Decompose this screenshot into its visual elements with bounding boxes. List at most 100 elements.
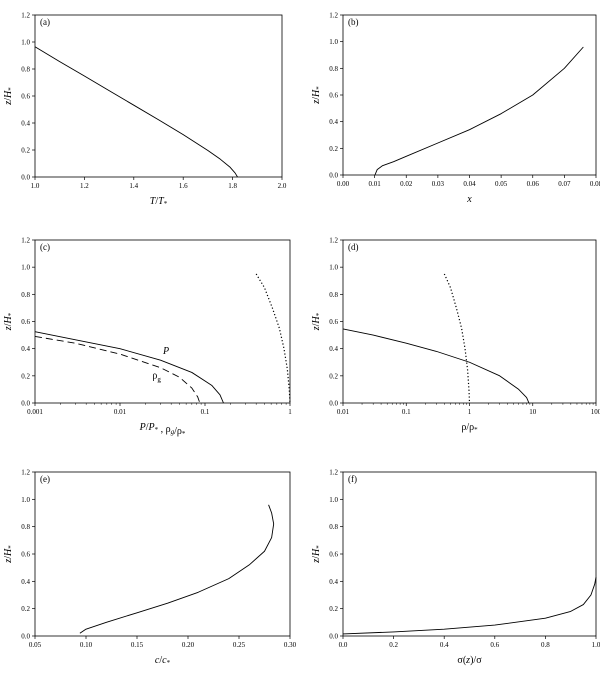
chart-panel-f: 0.0 0.2 0.4 0.6 0.8 1.0 0.0 0.2 0.4 0.6 0.8 1.0 1.2 (… <box>311 469 600 667</box>
x-tick-label: 0.01 <box>337 408 350 416</box>
y-tick-label: 1.2 <box>21 12 30 20</box>
y-tick-label: 0.8 <box>21 523 30 531</box>
series-line-g <box>34 335 201 404</box>
x-tick-label: 0.07 <box>558 180 571 188</box>
y-tick-label: 0.0 <box>329 172 338 180</box>
x-axis-label: x <box>466 194 472 205</box>
x-tick-label: 0.02 <box>400 180 413 188</box>
x-tick-label: 0.6 <box>490 641 499 649</box>
chart-panel-e: 0.05 0.10 0.15 0.20 0.25 0.30 0.0 0.2 0.4 0.6 0.8 1… <box>3 469 297 668</box>
y-tick-label: 0.6 <box>329 92 338 100</box>
y-tick-label: 0.4 <box>21 578 30 586</box>
y-tick-label: 1.0 <box>329 38 338 46</box>
y-axis-label-group: z/H* <box>311 312 323 331</box>
y-axis-label: z/H* <box>3 545 15 564</box>
x-tick-label: 1 <box>288 408 292 416</box>
chart-panel-c: 0.001 0.01 0.1 1 0.0 0.2 0.4 0.6 0.8 1.0 1.2 (c) P/P… <box>3 237 292 439</box>
x-tick-label: 0.15 <box>131 641 144 649</box>
x-axis-label: c/c* <box>155 655 171 667</box>
series-line-P <box>34 331 224 404</box>
y-tick-label: 0.8 <box>21 66 30 74</box>
x-tick-label: 0.8 <box>541 641 550 649</box>
plot-frame <box>34 471 291 637</box>
y-tick-label: 1.2 <box>21 237 30 245</box>
y-tick-label: 0.2 <box>329 145 338 153</box>
y-tick-label: 0.4 <box>21 345 30 353</box>
series-line-solid <box>374 46 584 176</box>
panel-label: (c) <box>40 242 50 252</box>
x-tick-label: 0.06 <box>527 180 540 188</box>
x-tick-label: 1.0 <box>592 641 600 649</box>
x-tick-label: 1.2 <box>80 182 89 190</box>
y-axis-label: z/H* <box>311 545 323 564</box>
x-tick-label: 0.01 <box>369 180 382 188</box>
x-tick-label: 0.20 <box>182 641 195 649</box>
y-tick-label: 0.0 <box>329 400 338 408</box>
x-tick-label: 0.1 <box>201 408 210 416</box>
y-tick-label: 0.2 <box>21 372 30 380</box>
x-tick-label: 1.6 <box>179 182 188 190</box>
y-tick-label: 0.8 <box>329 523 338 531</box>
plot-frame <box>342 471 597 637</box>
y-tick-label: 1.0 <box>329 264 338 272</box>
y-tick-label: 0.6 <box>21 93 30 101</box>
panel-label: (f) <box>348 474 357 484</box>
y-tick-label: 1.2 <box>329 12 338 20</box>
panel-label: (e) <box>40 474 50 484</box>
y-axis-label: z/H* <box>3 87 15 106</box>
x-tick-label: 0.00 <box>337 180 350 188</box>
plot-frame <box>34 14 283 178</box>
y-tick-label: 0.2 <box>329 605 338 613</box>
y-tick-label: 0.0 <box>21 633 30 641</box>
y-axis-label: z/H* <box>3 312 15 331</box>
y-tick-label: 0.4 <box>329 578 338 586</box>
y-tick-label: 1.0 <box>329 496 338 504</box>
series-line-dotted <box>443 273 471 404</box>
x-tick-label: 0.08 <box>590 180 600 188</box>
x-tick-label: 0.25 <box>233 641 246 649</box>
panel-label: (d) <box>348 242 359 252</box>
x-tick-label: 0.10 <box>80 641 93 649</box>
x-tick-label: 100 <box>591 408 600 416</box>
y-tick-label: 1.2 <box>21 469 30 477</box>
series-line-solid <box>79 504 275 634</box>
y-tick-label: 0.4 <box>329 345 338 353</box>
series-annotation: ρg <box>152 371 161 384</box>
x-tick-label: 1.4 <box>129 182 138 190</box>
x-tick-label: 0.30 <box>284 641 297 649</box>
x-tick-label: 0.01 <box>114 408 127 416</box>
y-tick-label: 0.8 <box>329 291 338 299</box>
y-tick-label: 1.0 <box>21 264 30 272</box>
y-tick-label: 0.6 <box>329 318 338 326</box>
y-tick-label: 1.2 <box>329 469 338 477</box>
series-line-solid <box>342 328 530 404</box>
x-tick-label: 0.03 <box>432 180 445 188</box>
x-tick-label: 0.05 <box>495 180 508 188</box>
y-tick-label: 0.4 <box>21 120 30 128</box>
y-tick-label: 0.2 <box>329 372 338 380</box>
x-tick-label: 0.04 <box>463 180 476 188</box>
x-tick-label: 0.4 <box>440 641 449 649</box>
y-tick-label: 1.0 <box>21 39 30 47</box>
y-tick-label: 1.0 <box>21 496 30 504</box>
y-tick-label: 0.8 <box>21 291 30 299</box>
x-axis-label: T/T* <box>150 196 168 208</box>
chart-panel-d: 0.01 0.1 1 10 100 0.0 0.2 0.4 0.6 0.8 1.0 1.2 (d) ρ/ρ… <box>311 237 600 435</box>
chart-panel-b: 0.00 0.01 0.02 0.03 0.04 0.05 0.06 0.07 0.08 0.0 0… <box>311 12 600 206</box>
x-tick-label: 0.2 <box>389 641 398 649</box>
x-axis-label: P/P* , ρg/ρ* <box>139 422 186 438</box>
y-tick-label: 0.0 <box>329 633 338 641</box>
y-axis-label-group: z/H* <box>3 545 15 564</box>
y-tick-label: 0.0 <box>21 174 30 182</box>
y-tick-label: 0.6 <box>21 318 30 326</box>
x-tick-label: 1.8 <box>228 182 237 190</box>
chart-panel-a: 1.0 1.2 1.4 1.6 1.8 2.0 0.0 0.2 0.4 0.6 0.8 1.0 1.2 (… <box>3 12 287 209</box>
x-tick-label: 1 <box>468 408 472 416</box>
x-tick-label: 10 <box>529 408 537 416</box>
y-axis-label-group: z/H* <box>311 545 323 564</box>
x-tick-label: 1.0 <box>31 182 40 190</box>
y-tick-label: 0.6 <box>21 551 30 559</box>
y-tick-label: 0.4 <box>329 118 338 126</box>
y-tick-label: 0.2 <box>21 147 30 155</box>
